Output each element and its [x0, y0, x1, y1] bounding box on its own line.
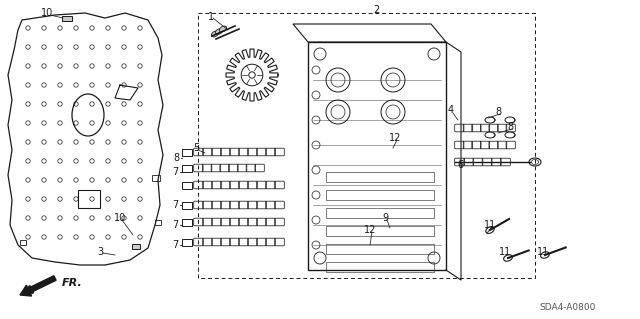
Ellipse shape [215, 29, 223, 34]
Text: 7: 7 [172, 200, 178, 210]
Bar [182, 202, 192, 209]
Text: 9: 9 [382, 213, 388, 223]
Text: 12: 12 [389, 133, 401, 143]
Bar [152, 175, 160, 181]
Text: 8: 8 [495, 107, 501, 117]
Text: 2: 2 [373, 5, 379, 15]
Bar [132, 244, 140, 249]
Text: 10: 10 [114, 213, 126, 223]
Ellipse shape [220, 26, 227, 32]
Text: 1: 1 [208, 12, 214, 22]
Bar [326, 244, 434, 254]
Text: 11: 11 [537, 247, 549, 257]
Text: 6: 6 [457, 160, 463, 170]
Text: 8: 8 [173, 153, 179, 163]
Bar [182, 182, 192, 189]
Bar [326, 190, 434, 200]
Text: 7: 7 [172, 167, 178, 177]
Text: FR.: FR. [62, 278, 83, 288]
Text: 7: 7 [172, 220, 178, 230]
Bar [78, 190, 100, 208]
Bar [155, 220, 161, 225]
Text: 4: 4 [448, 105, 454, 115]
Bar [182, 149, 192, 155]
Text: 10: 10 [41, 8, 53, 18]
Bar [326, 208, 434, 218]
Bar [62, 16, 72, 21]
Bar [182, 239, 192, 246]
Ellipse shape [211, 31, 219, 37]
Bar [326, 262, 434, 272]
Bar [326, 226, 434, 236]
Text: 11: 11 [484, 220, 496, 230]
Text: 8: 8 [507, 122, 513, 132]
Bar [198, 13, 535, 278]
Text: 5: 5 [193, 143, 199, 153]
Text: 7: 7 [172, 240, 178, 250]
Text: 11: 11 [499, 247, 511, 257]
Bar [308, 42, 446, 270]
Text: 3: 3 [97, 247, 103, 257]
Bar [20, 240, 26, 245]
FancyArrow shape [20, 276, 56, 296]
Bar [182, 219, 192, 226]
Bar [326, 172, 434, 182]
Text: 12: 12 [364, 225, 376, 235]
Bar [182, 165, 192, 172]
Text: SDA4-A0800: SDA4-A0800 [540, 302, 596, 311]
